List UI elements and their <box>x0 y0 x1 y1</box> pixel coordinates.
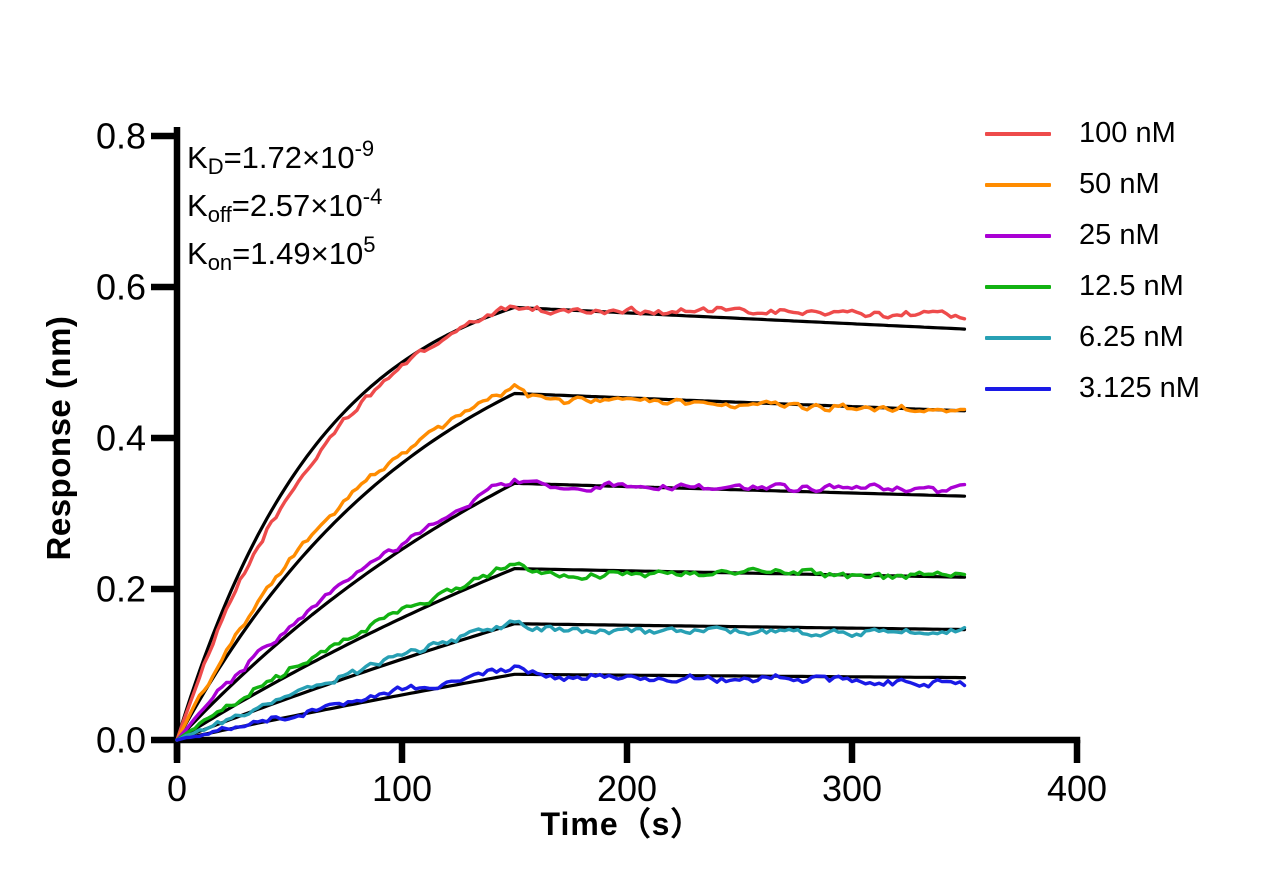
kd-exponent: -9 <box>354 136 375 161</box>
legend-item: 25 nM <box>985 210 1200 261</box>
legend-label: 6.25 nM <box>1079 321 1184 353</box>
legend-color-line <box>985 335 1051 340</box>
legend-item: 100 nM <box>985 108 1200 159</box>
legend-color-line <box>985 131 1051 136</box>
kon-exponent: 5 <box>363 232 376 257</box>
fit-line <box>175 481 967 742</box>
kd-annotation: KD=1.72×10-9 <box>187 134 382 182</box>
response-trace <box>175 619 967 742</box>
response-trace <box>175 664 967 742</box>
fit-line <box>175 672 967 742</box>
legend-color-line <box>985 284 1051 289</box>
x-tick-label: 200 <box>597 768 657 809</box>
koff-annotation: Koff=2.57×10-4 <box>187 182 382 230</box>
legend-item: 6.25 nM <box>985 312 1200 363</box>
legend-item: 3.125 nM <box>985 363 1200 414</box>
response-trace <box>175 304 967 742</box>
kon-symbol: K <box>187 236 208 271</box>
legend-label: 25 nM <box>1079 219 1160 251</box>
x-tick-label: 0 <box>167 768 187 809</box>
kd-value: =1.72×10 <box>223 140 355 175</box>
koff-symbol: K <box>187 188 208 223</box>
kon-value: =1.49×10 <box>232 236 364 271</box>
y-axis-title: Response (nm) <box>40 315 77 561</box>
legend: 100 nM 50 nM 25 nM 12.5 nM 6.25 nM 3.125 nM <box>985 108 1200 414</box>
legend-label: 3.125 nM <box>1079 372 1200 404</box>
response-trace <box>175 477 967 742</box>
x-tick-label: 100 <box>372 768 432 809</box>
legend-label: 12.5 nM <box>1079 270 1184 302</box>
x-axis-title: Time（s） <box>540 806 704 842</box>
legend-label: 100 nM <box>1079 117 1176 149</box>
kd-subscript: D <box>207 154 224 179</box>
koff-exponent: -4 <box>362 184 383 209</box>
legend-color-line <box>985 182 1051 187</box>
y-tick-label: 0.2 <box>96 569 146 610</box>
kinetics-parameters: KD=1.72×10-9 Koff=2.57×10-4 Kon=1.49×105 <box>187 134 382 278</box>
fit-line <box>175 391 967 742</box>
fit-line <box>175 622 967 742</box>
y-tick-label: 0.6 <box>96 267 146 308</box>
legend-item: 50 nM <box>985 159 1200 210</box>
legend-label: 50 nM <box>1079 168 1160 200</box>
koff-value: =2.57×10 <box>231 188 363 223</box>
response-trace <box>175 561 967 742</box>
legend-color-line <box>985 386 1051 391</box>
legend-item: 12.5 nM <box>985 261 1200 312</box>
y-tick-label: 0.0 <box>96 720 146 761</box>
y-tick-label: 0.4 <box>96 418 146 459</box>
y-tick-label: 0.8 <box>96 116 146 157</box>
koff-subscript: off <box>207 202 232 227</box>
x-tick-label: 300 <box>822 768 882 809</box>
kon-subscript: on <box>207 250 233 275</box>
response-trace <box>175 383 967 742</box>
kon-annotation: Kon=1.49×105 <box>187 230 382 278</box>
kd-symbol: K <box>187 140 208 175</box>
legend-color-line <box>985 233 1051 238</box>
x-tick-label: 400 <box>1047 768 1107 809</box>
